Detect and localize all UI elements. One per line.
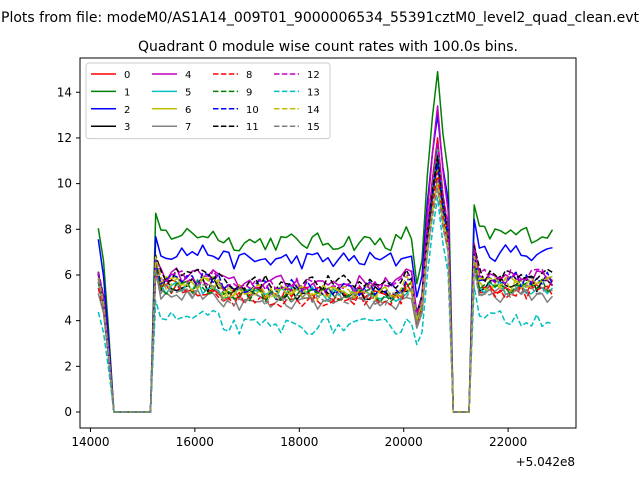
legend-label-7: 7	[185, 122, 191, 133]
y-tick-label: 12	[57, 131, 72, 145]
legend-label-4: 4	[185, 70, 191, 81]
series-line-14	[97, 182, 553, 413]
x-tick-label: 18000	[280, 435, 318, 449]
legend-label-8: 8	[246, 70, 252, 81]
x-tick-label: 22000	[489, 435, 527, 449]
legend-label-5: 5	[185, 87, 191, 98]
legend-label-11: 11	[246, 122, 259, 133]
y-tick-label: 0	[64, 405, 72, 419]
series-line-2	[97, 114, 553, 413]
x-offset-label: +5.042e8	[516, 455, 575, 469]
legend-label-2: 2	[124, 105, 130, 116]
legend-label-1: 1	[124, 87, 130, 98]
y-tick-label: 4	[64, 314, 72, 328]
chart-title: Quadrant 0 module wise count rates with …	[138, 39, 518, 55]
legend-label-6: 6	[185, 105, 191, 116]
y-tick-label: 2	[64, 359, 72, 373]
series-line-9	[97, 160, 553, 413]
legend-box	[85, 62, 331, 140]
legend-label-0: 0	[124, 70, 130, 81]
x-tick-label: 20000	[385, 435, 423, 449]
legend-label-9: 9	[246, 87, 252, 98]
legend-label-14: 14	[307, 105, 320, 116]
legend-label-10: 10	[246, 105, 259, 116]
series-line-13	[97, 196, 553, 413]
x-tick-label: 14000	[71, 435, 109, 449]
plot-frame	[79, 57, 577, 429]
series-line-1	[97, 70, 554, 413]
figure-suptitle: Plots from file: modeM0/AS1A14_009T01_90…	[1, 10, 639, 26]
legend-label-15: 15	[307, 122, 320, 133]
y-tick-label: 8	[64, 222, 72, 236]
legend-label-13: 13	[307, 87, 320, 98]
series-line-12	[97, 141, 553, 413]
x-tick-label: 16000	[176, 435, 214, 449]
legend-label-12: 12	[307, 70, 320, 81]
y-tick-label: 14	[57, 85, 72, 99]
series-line-15	[97, 187, 553, 413]
series-layer	[97, 70, 554, 413]
y-tick-label: 10	[57, 177, 72, 191]
legend-label-3: 3	[124, 122, 130, 133]
y-tick-label: 6	[64, 268, 72, 282]
